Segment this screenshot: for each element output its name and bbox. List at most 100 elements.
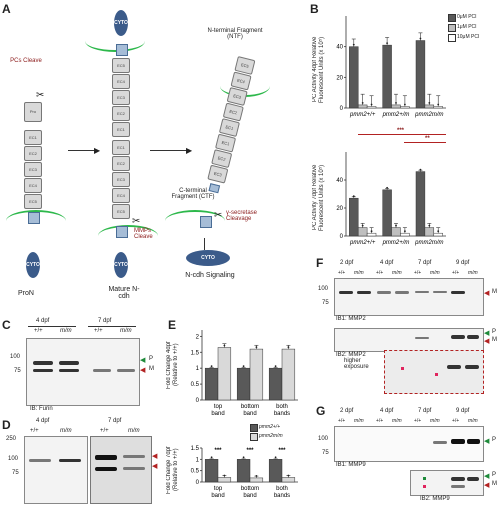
g-day-9: 9 dpf (456, 408, 470, 414)
data-point (361, 102, 364, 104)
c-label-m: M (149, 366, 154, 372)
bar (281, 477, 296, 483)
data-point (395, 224, 397, 227)
d-geno-3: +/+ (100, 428, 109, 434)
bar (236, 459, 251, 483)
bar (349, 46, 359, 109)
f-ib1: IB1: MMP2 (336, 316, 366, 322)
cyto-ctf: CYTO (186, 250, 230, 266)
f-day-9: 9 dpf (456, 260, 470, 266)
panel-label-c: C (2, 318, 11, 332)
legend-1um: 1μM PCI (457, 24, 477, 30)
blot-f-ib1 (334, 278, 484, 316)
category-label: top (214, 404, 223, 410)
data-point (352, 195, 355, 198)
cyto-mature-top: CYTO (114, 10, 128, 36)
bar (424, 104, 435, 109)
blot-g-ib2 (410, 470, 484, 496)
ctf-label: C-terminal Fragment (CTF) (171, 188, 215, 200)
chart-pc-activity-7dpf: 0 20 40 pmm2+/+ pmm2+/m pmm2m/m (336, 152, 446, 246)
gamma-secretase-label: γ-secretase Cleavage (226, 210, 258, 222)
g-mw-100: 100 (318, 436, 329, 442)
bar (400, 232, 410, 237)
g-label-m: M (492, 481, 497, 487)
data-point (242, 365, 245, 368)
category-label: band (211, 411, 224, 417)
scissors-icon: ✂ (132, 216, 141, 227)
bar (400, 106, 410, 109)
bar (415, 40, 426, 109)
ncdh-signaling-label: N-cdh Signaling (185, 272, 235, 279)
g-mw-75: 75 (322, 450, 329, 456)
panel-label-a: A (2, 2, 11, 16)
f-label-m1: M (492, 289, 497, 295)
pro-domain: Pro (24, 102, 42, 122)
c-geno-4: m/m (120, 328, 132, 334)
f-day-2: 2 dpf (340, 260, 354, 266)
g-ib1: IB1: MMP9 (336, 462, 366, 468)
data-point (386, 42, 389, 45)
ec2-mature-top: EC2 (112, 106, 130, 121)
f-label-m2: M (492, 337, 497, 343)
f-ib2: IB2: MMP2 (336, 352, 366, 358)
category-label: pmm2m/m (414, 112, 443, 118)
y-tick-label: 1 (196, 366, 200, 372)
data-point (274, 365, 277, 368)
f-day-7: 7 dpf (418, 260, 432, 266)
bar (391, 104, 401, 109)
g-day-4: 4 dpf (380, 408, 394, 414)
cyto-pron: CYTO (26, 252, 40, 278)
data-point (255, 346, 258, 348)
membrane-ctf (165, 210, 225, 232)
data-point (223, 474, 226, 477)
ec5-pron: EC5 (24, 194, 42, 209)
c-day-4dpf: 4 dpf (36, 318, 50, 324)
d-geno-2: m/m (60, 428, 72, 434)
category-label: pmm2+/+ (349, 112, 376, 118)
sig-bracket-1 (358, 134, 446, 135)
c-geno-2: m/m (60, 328, 72, 334)
d-day-4dpf: 4 dpf (36, 418, 50, 424)
d-geno-1: +/+ (30, 428, 39, 434)
y-tick-label: 0.5 (191, 469, 200, 475)
f-higher-exposure-inset (384, 350, 484, 394)
y-tick-label: 0 (196, 398, 200, 404)
significance-stars: *** (214, 448, 222, 454)
data-point (437, 103, 440, 106)
data-point (210, 365, 213, 368)
y-tick-label: 0 (340, 234, 344, 240)
d-mw-75: 75 (12, 470, 19, 476)
bar (268, 459, 283, 483)
category-label: pmm2+/m (382, 240, 410, 246)
y-tick-label: 1.5 (191, 446, 200, 452)
y-tick-label: 0 (196, 480, 200, 486)
g-day-7: 7 dpf (418, 408, 432, 414)
f-label-p: P (492, 329, 497, 335)
data-point (419, 168, 422, 171)
c-mw-75: 75 (14, 368, 21, 374)
data-point (386, 186, 389, 189)
d-geno-4: m/m (128, 428, 140, 434)
category-label: band (211, 493, 224, 499)
g-day-2: 2 dpf (340, 408, 354, 414)
bar (424, 227, 435, 237)
data-point (370, 103, 373, 106)
g-ib2: IB2: MMP9 (420, 496, 450, 502)
scissors-icon: ✂ (36, 90, 45, 101)
bar (204, 459, 219, 483)
tm-domain-mature-top (116, 44, 128, 56)
y-tick-label: 40 (336, 178, 343, 184)
bar (268, 367, 283, 401)
blot-c-furin (26, 338, 140, 406)
y-tick-label: 40 (336, 45, 343, 51)
tm-domain-pron (28, 212, 40, 224)
bar (249, 348, 264, 401)
significance-stars: *** (246, 448, 254, 454)
f-mw-100: 100 (318, 286, 329, 292)
ec2-pron: EC2 (24, 146, 42, 161)
f-day-4: 4 dpf (380, 260, 394, 266)
d-mw-250: 250 (6, 436, 17, 442)
ec3-mature-top: EC3 (112, 90, 130, 105)
e-bot-ylabel: Fold Change 7dpf (Relative to +/+) (166, 446, 179, 494)
membrane-mature-top (85, 30, 145, 52)
